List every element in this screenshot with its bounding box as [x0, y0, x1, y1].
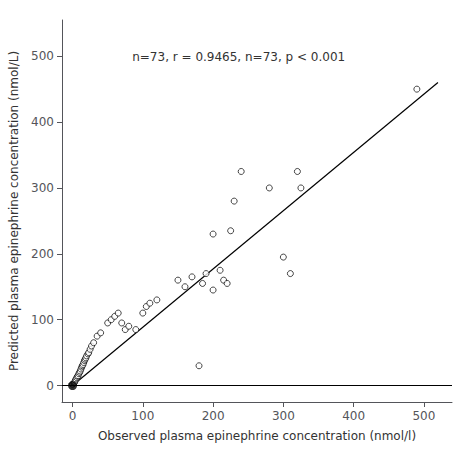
svg-text:300: 300: [272, 409, 295, 423]
svg-text:0: 0: [46, 379, 54, 393]
svg-text:Observed plasma epinephrine co: Observed plasma epinephrine concentratio…: [98, 429, 416, 443]
svg-text:n=73, r = 0.9465, n=73, p < 0.: n=73, r = 0.9465, n=73, p < 0.001: [132, 50, 345, 64]
svg-text:400: 400: [31, 115, 54, 129]
svg-text:400: 400: [342, 409, 365, 423]
svg-text:100: 100: [31, 313, 54, 327]
svg-text:500: 500: [412, 409, 435, 423]
svg-text:500: 500: [31, 49, 54, 63]
svg-text:Predicted plasma epinephrine c: Predicted plasma epinephrine concentrati…: [7, 51, 21, 371]
svg-text:100: 100: [131, 409, 154, 423]
svg-text:200: 200: [31, 247, 54, 261]
svg-text:300: 300: [31, 181, 54, 195]
svg-text:0: 0: [69, 409, 77, 423]
svg-text:200: 200: [202, 409, 225, 423]
